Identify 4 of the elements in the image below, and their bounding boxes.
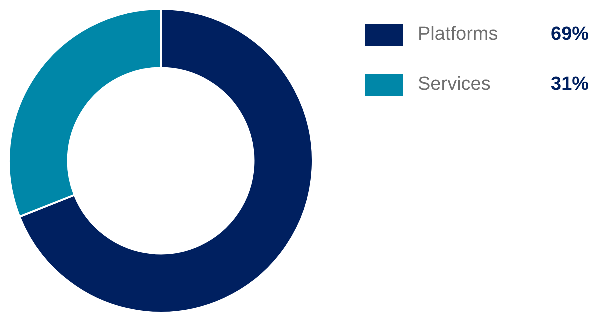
legend-label: Platforms — [418, 24, 500, 46]
data-label: 31% — [551, 74, 590, 96]
legend-label: Services — [418, 74, 492, 96]
data-label: 69% — [551, 24, 590, 46]
